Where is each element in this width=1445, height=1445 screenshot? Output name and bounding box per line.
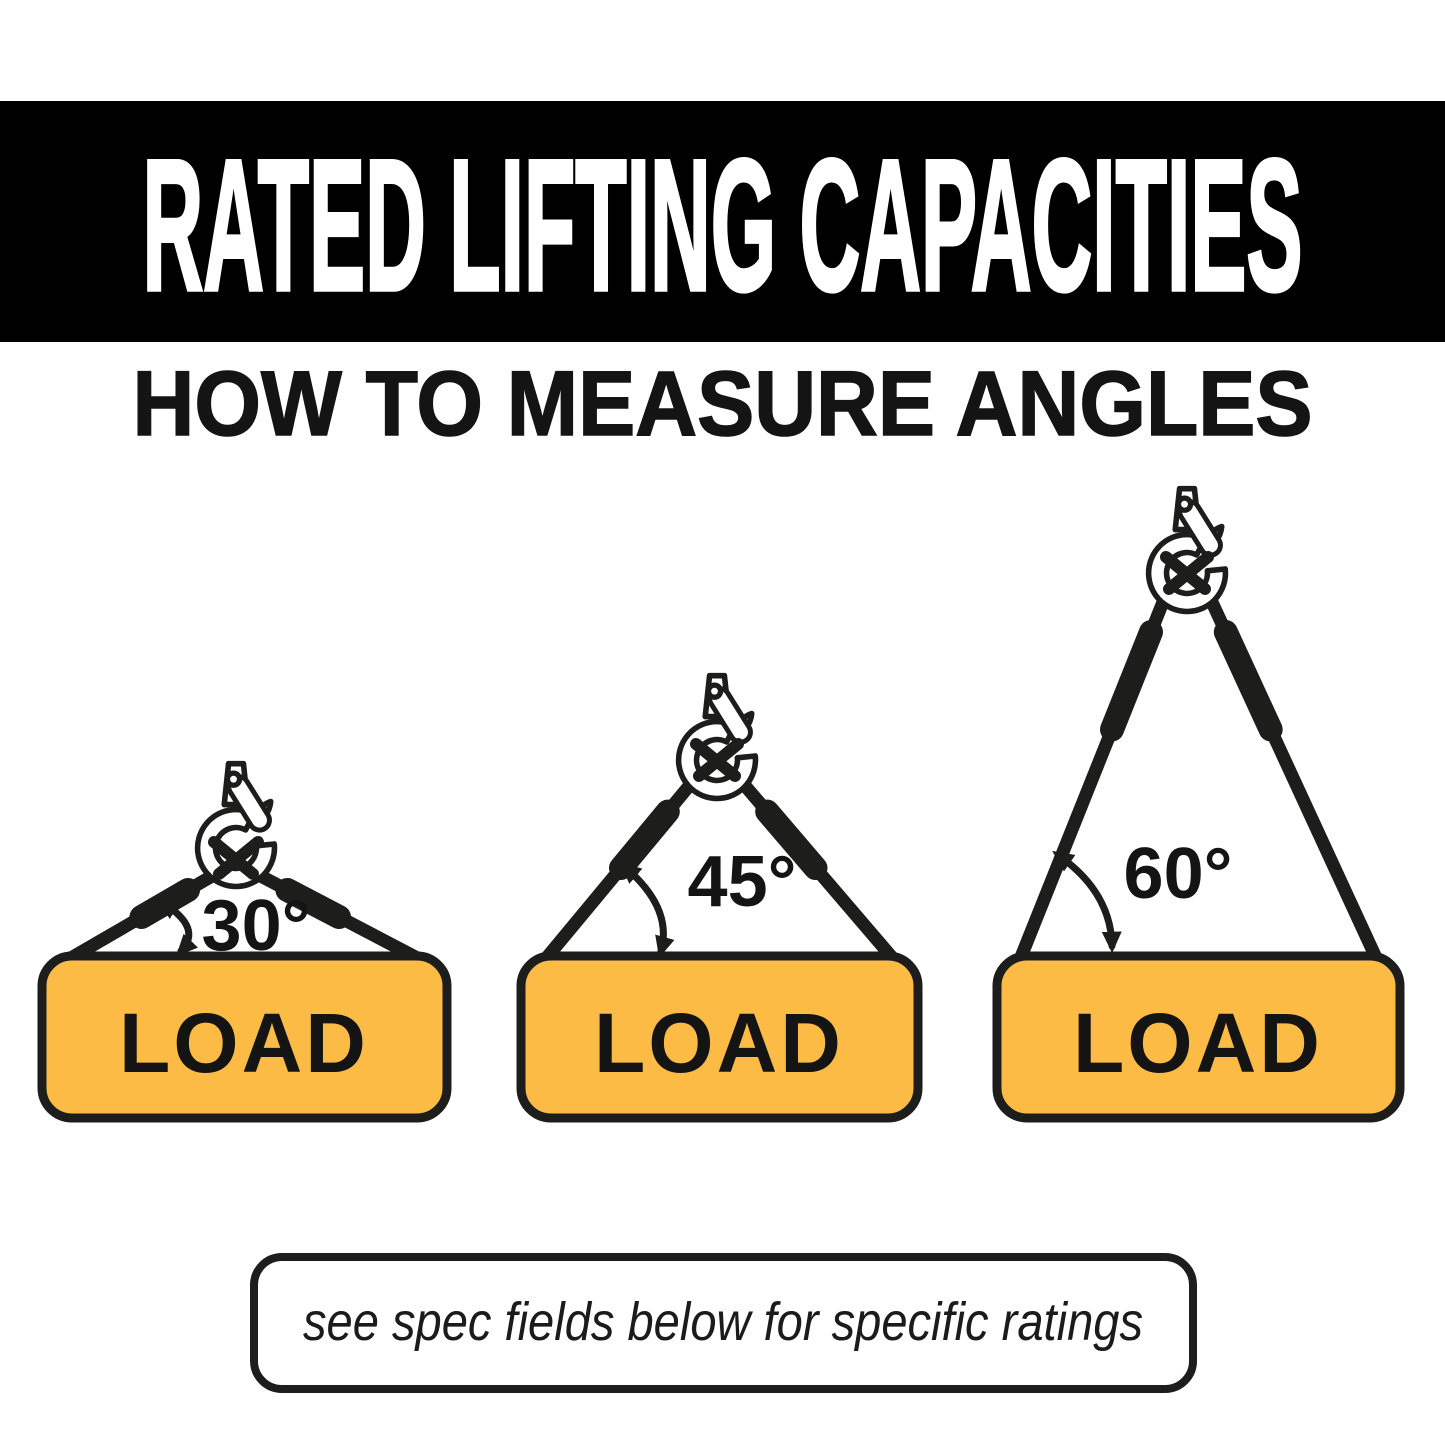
diagram-45-degree: 45° LOAD [516,676,923,1123]
diagram-30-degree: 30° LOAD [37,764,452,1123]
sling-wrap [1160,551,1211,595]
sling-right-eye [1213,620,1283,742]
subtitle-canvas: HOW TO MEASURE ANGLES [132,352,1314,456]
note-box: see spec fields below for specific ratin… [250,1253,1197,1393]
angle-label-45: 45° [688,842,797,922]
load-label: LOAD [119,996,369,1090]
crane-hook-icon [679,676,756,799]
angle-label-60: 60° [1124,834,1233,914]
load-box [37,951,452,1123]
sling-angle-diagrams: 30° LOAD 45° LOAD [37,460,1405,1123]
sling-left-eye [609,799,680,880]
sling-right-eye [275,878,351,929]
diagram-60-degree: 60° LOAD [992,489,1405,1123]
angle-arrow [619,862,675,958]
sling-wrap [690,738,741,782]
title-banner: RATED LIFTING CAPACITIES [0,101,1445,342]
page-subtitle: HOW TO MEASURE ANGLES [133,353,1313,455]
load-label: LOAD [594,996,844,1090]
angle-arrow [156,899,199,957]
title-banner-canvas: RATED LIFTING CAPACITIES [141,120,1304,332]
load-label: LOAD [1073,996,1323,1090]
load-box [992,951,1405,1123]
subtitle-wrap: HOW TO MEASURE ANGLES [0,343,1445,460]
note-canvas: see spec fields below for specific ratin… [303,1292,1143,1352]
page-title: RATED LIFTING CAPACITIES [143,122,1303,330]
load-box [516,951,923,1123]
sling-right-eye [755,799,828,880]
note-text: see spec fields below for specific ratin… [303,1292,1143,1352]
sling-wrap [208,836,259,880]
angle-label-30: 30° [202,886,311,966]
crane-hook-icon [198,764,275,887]
crane-hook-icon [1149,489,1226,612]
sling-left-eye [1100,620,1163,742]
angle-arrow [1052,850,1122,954]
